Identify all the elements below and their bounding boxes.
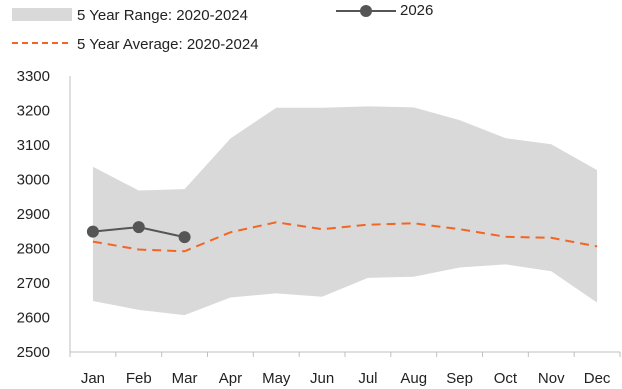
x-tick-label: Feb: [126, 370, 152, 387]
y-tick-label: 2900: [17, 206, 50, 223]
x-tick-label: Aug: [400, 370, 427, 387]
x-tick-label: Mar: [172, 370, 198, 387]
x-tick-label: Oct: [494, 370, 518, 387]
legend-current-marker: [360, 5, 372, 17]
x-tick-label: Apr: [219, 370, 242, 387]
y-tick-label: 2500: [17, 344, 50, 361]
x-tick-label: May: [262, 370, 291, 387]
legend: 5 Year Range: 2020-2024 2026 5 Year Aver…: [12, 2, 433, 53]
x-tick-labels: Jan Feb Mar Apr May Jun Jul Aug Sep Oct Nov Dec: [69, 352, 621, 387]
legend-current-label: 2026: [400, 2, 433, 19]
range-band: [92, 106, 598, 316]
y-tick-label: 2800: [17, 241, 50, 258]
legend-average-label: 5 Year Average: 2020-2024: [77, 36, 259, 53]
legend-range-swatch: [12, 8, 72, 21]
x-tick-label: Jun: [310, 370, 334, 387]
legend-range-label: 5 Year Range: 2020-2024: [77, 7, 248, 24]
x-tick-label: Sep: [446, 370, 473, 387]
average-series-layer: [92, 221, 598, 253]
x-tick-label: Jul: [358, 370, 377, 387]
y-tick-labels: 2500 2600 2700 2800 2900 3000 3100 3200 3300: [17, 68, 50, 361]
x-tick-label: Dec: [584, 370, 611, 387]
y-tick-label: 3000: [17, 172, 50, 189]
current-year-point: [178, 231, 191, 244]
x-tick-label: Nov: [538, 370, 565, 387]
current-year-point: [132, 221, 145, 234]
range-band-layer: [92, 106, 598, 316]
y-tick-label: 3100: [17, 137, 50, 154]
x-tick-label: Jan: [81, 370, 105, 387]
y-tick-label: 3200: [17, 103, 50, 120]
current-year-point: [86, 225, 99, 238]
y-tick-label: 3300: [17, 68, 50, 85]
y-tick-label: 2600: [17, 310, 50, 327]
average-line: [92, 221, 598, 253]
current-series-layer: [86, 221, 191, 244]
y-tick-label: 2700: [17, 275, 50, 292]
